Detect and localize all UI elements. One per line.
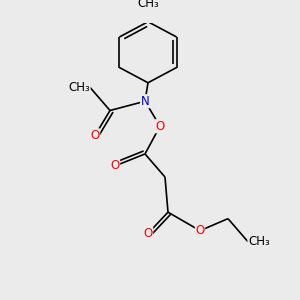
Text: CH₃: CH₃ [248, 235, 270, 248]
Text: O: O [195, 224, 205, 237]
Text: O: O [155, 120, 165, 133]
Text: O: O [110, 160, 120, 172]
Text: N: N [141, 95, 149, 108]
Text: O: O [90, 129, 100, 142]
Text: CH₃: CH₃ [68, 81, 90, 94]
Text: CH₃: CH₃ [137, 0, 159, 10]
Text: O: O [143, 227, 153, 240]
